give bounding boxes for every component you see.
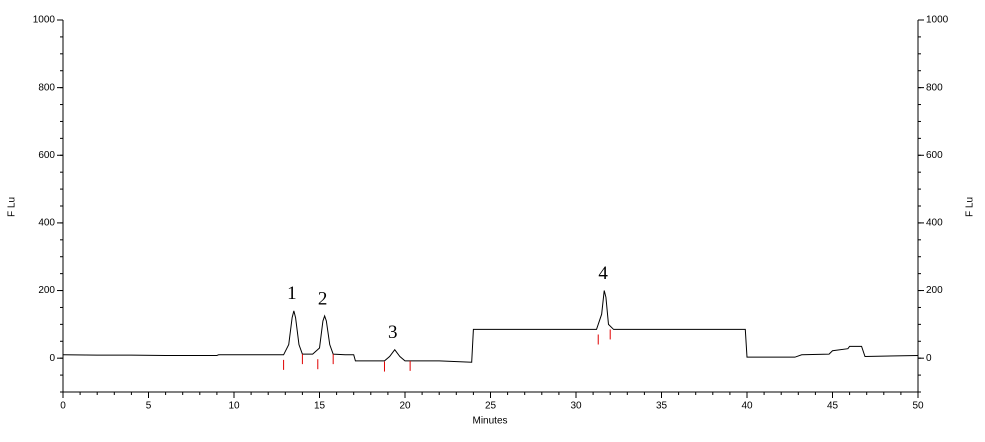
peak-label: 4 xyxy=(598,263,608,284)
peak-label: 2 xyxy=(318,288,328,309)
y-tick-label: 600 xyxy=(38,150,55,161)
x-tick-label: 0 xyxy=(60,401,66,412)
x-axis-label: Minutes xyxy=(472,416,507,427)
x-tick-label: 10 xyxy=(228,401,240,412)
y2-axis-label: F Lu xyxy=(965,197,976,217)
y-tick-label: 200 xyxy=(38,285,55,296)
peak-label: 1 xyxy=(287,283,297,304)
y2-tick-label: 800 xyxy=(926,82,943,93)
y2-tick-label: 400 xyxy=(926,218,943,229)
y2-tick-label: 0 xyxy=(926,353,932,364)
x-tick-label: 30 xyxy=(570,401,582,412)
y-axis-label: F Lu xyxy=(7,197,18,217)
y-tick-label: 400 xyxy=(38,218,55,229)
trace xyxy=(62,290,919,363)
x-tick-label: 40 xyxy=(741,401,753,412)
x-tick-label: 45 xyxy=(827,401,839,412)
y2-tick-label: 200 xyxy=(926,285,943,296)
y2-tick-label: 600 xyxy=(926,150,943,161)
peak-label: 3 xyxy=(388,322,398,343)
x-tick-label: 35 xyxy=(656,401,668,412)
x-tick-label: 50 xyxy=(912,401,924,412)
y-tick-label: 1000 xyxy=(33,15,56,26)
x-tick-label: 20 xyxy=(399,401,411,412)
x-tick-label: 25 xyxy=(485,401,497,412)
y2-tick-label: 1000 xyxy=(926,15,949,26)
y-tick-label: 800 xyxy=(38,82,55,93)
x-tick-label: 15 xyxy=(314,401,326,412)
y-tick-label: 0 xyxy=(49,353,55,364)
x-tick-label: 5 xyxy=(146,401,152,412)
